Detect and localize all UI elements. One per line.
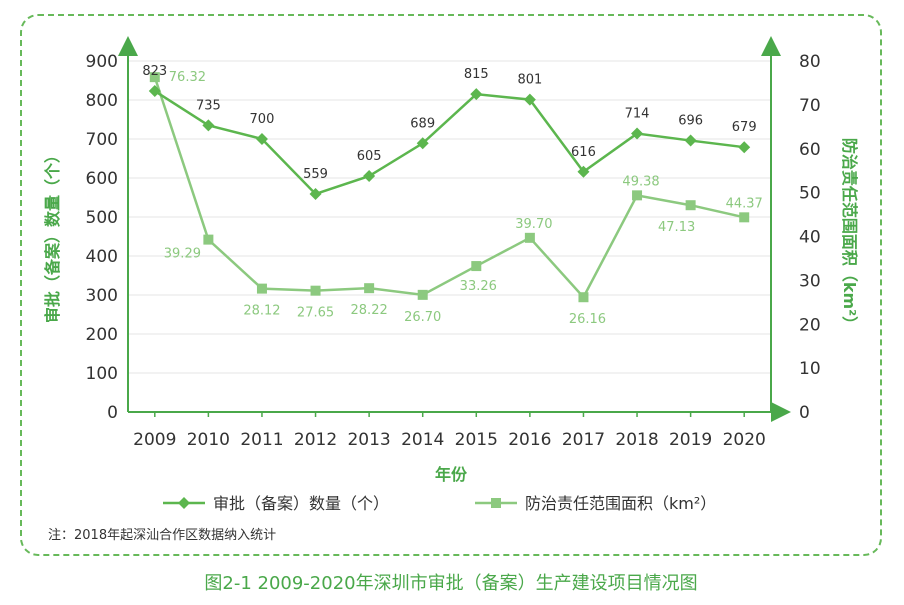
- count-data-label: 689: [410, 116, 435, 131]
- count-point-marker: [255, 133, 268, 145]
- area-data-label: 49.38: [622, 174, 659, 189]
- x-tick-label: 2010: [187, 430, 230, 450]
- count-point-marker: [363, 170, 376, 183]
- area-point-marker: [471, 261, 482, 272]
- x-tick-label: 2017: [562, 430, 605, 450]
- y-left-tick-label: 400: [86, 247, 118, 267]
- y-right-tick-label: 60: [799, 140, 821, 160]
- area-point-marker: [739, 212, 750, 223]
- y-axis-left-title: 审批（备案）数量（个）: [43, 147, 62, 323]
- y-left-tick-label: 100: [86, 364, 118, 384]
- y-left-tick-label: 0: [107, 403, 118, 423]
- area-data-label: 33.26: [460, 279, 497, 294]
- legend-marker-square: [491, 498, 501, 508]
- y-left-tick-label: 500: [86, 208, 118, 228]
- chart-note: 注：2018年起深汕合作区数据纳入统计: [48, 528, 276, 543]
- count-data-label: 823: [142, 64, 167, 79]
- area-point-marker: [256, 283, 267, 294]
- y-right-tick-label: 80: [799, 52, 821, 72]
- tick-labels: 0 100 200 300 400 500 600 700 800 900 0 10 20 30 40 50 6…: [86, 52, 821, 450]
- y-right-tick-label: 70: [799, 96, 821, 116]
- y-axis-right-title: 防治责任范围面积（km²）: [840, 138, 859, 332]
- count-data-label: 679: [732, 120, 757, 135]
- count-data-label: 696: [678, 114, 703, 129]
- x-tick-label: 2012: [294, 430, 337, 450]
- x-tick-label: 2011: [240, 430, 283, 450]
- area-data-label: 28.12: [243, 304, 280, 319]
- gridlines: [128, 60, 771, 374]
- x-axis-title: 年份: [435, 465, 468, 484]
- count-point-marker: [148, 85, 161, 98]
- data-labels: 823 735 700 559 605 689 815 801 616 714 696 679 76.3…: [142, 64, 762, 327]
- area-point-marker: [417, 289, 428, 300]
- area-point-marker: [685, 200, 696, 211]
- count-data-label: 605: [357, 149, 382, 164]
- x-tick-label: 2015: [455, 430, 498, 450]
- count-point-marker: [416, 137, 429, 150]
- y-left-tick-label: 200: [86, 325, 118, 345]
- y-left-tick-label: 900: [86, 52, 118, 72]
- y-left-tick-label: 700: [86, 130, 118, 150]
- count-data-label: 559: [303, 167, 328, 182]
- legend-marker-diamond: [178, 497, 190, 509]
- x-tick-label: 2018: [615, 430, 658, 450]
- x-tick-label: 2019: [669, 430, 712, 450]
- area-point-marker: [310, 285, 321, 296]
- count-data-label: 714: [625, 107, 650, 122]
- x-tick-label: 2014: [401, 430, 444, 450]
- count-data-label: 616: [571, 145, 596, 160]
- y-right-tick-label: 20: [799, 315, 821, 335]
- x-tick-label: 2016: [508, 430, 551, 450]
- count-point-marker: [738, 141, 751, 154]
- area-data-label: 28.22: [351, 303, 388, 318]
- y-right-tick-label: 30: [799, 271, 821, 291]
- y-left-tick-label: 300: [86, 286, 118, 306]
- legend: 审批（备案）数量（个） 防治责任范围面积（km²）: [163, 494, 716, 513]
- count-data-label: 700: [250, 112, 275, 127]
- series-line-area: [153, 76, 745, 300]
- axes: [118, 36, 791, 422]
- x-tick-label: 2009: [133, 430, 176, 450]
- area-point-marker: [632, 190, 643, 201]
- count-point-marker: [523, 93, 536, 106]
- y-right-tick-label: 40: [799, 228, 821, 248]
- x-tick-label: 2020: [723, 430, 766, 450]
- area-data-label: 47.13: [658, 220, 695, 235]
- y-right-tick-label: 50: [799, 184, 821, 204]
- count-point-marker: [577, 165, 590, 178]
- area-point-marker: [149, 72, 160, 83]
- series-lines: [148, 72, 751, 303]
- area-point-marker: [364, 283, 375, 294]
- chart-frame: [20, 14, 882, 556]
- y-left-tick-label: 600: [86, 169, 118, 189]
- count-point-marker: [684, 134, 697, 147]
- count-point-marker: [202, 119, 215, 132]
- area-data-label: 76.32: [169, 70, 206, 85]
- figure-caption: 图2-1 2009-2020年深圳市审批（备案）生产建设项目情况图: [204, 573, 697, 594]
- area-data-label: 39.29: [164, 247, 201, 262]
- count-point-marker: [470, 88, 483, 101]
- area-point-marker: [203, 234, 214, 245]
- x-tick-label: 2013: [347, 430, 390, 450]
- area-data-label: 26.70: [404, 310, 441, 325]
- count-point-marker: [631, 127, 644, 140]
- series-line-count: [154, 89, 745, 196]
- count-data-label: 801: [517, 73, 542, 88]
- legend-label-series-2: 防治责任范围面积（km²）: [525, 494, 716, 513]
- count-point-marker: [309, 187, 322, 200]
- area-point-marker: [524, 232, 535, 243]
- area-point-marker: [578, 292, 589, 303]
- y-right-tick-label: 10: [799, 359, 821, 379]
- legend-label-series-1: 审批（备案）数量（个）: [213, 494, 389, 513]
- area-data-label: 44.37: [726, 196, 763, 211]
- y-right-tick-label: 0: [799, 403, 810, 423]
- area-data-label: 27.65: [297, 306, 334, 321]
- area-data-label: 26.16: [569, 312, 606, 327]
- area-data-label: 39.70: [515, 217, 552, 232]
- count-data-label: 815: [464, 67, 489, 82]
- y-left-tick-label: 800: [86, 91, 118, 111]
- count-data-label: 735: [196, 98, 221, 113]
